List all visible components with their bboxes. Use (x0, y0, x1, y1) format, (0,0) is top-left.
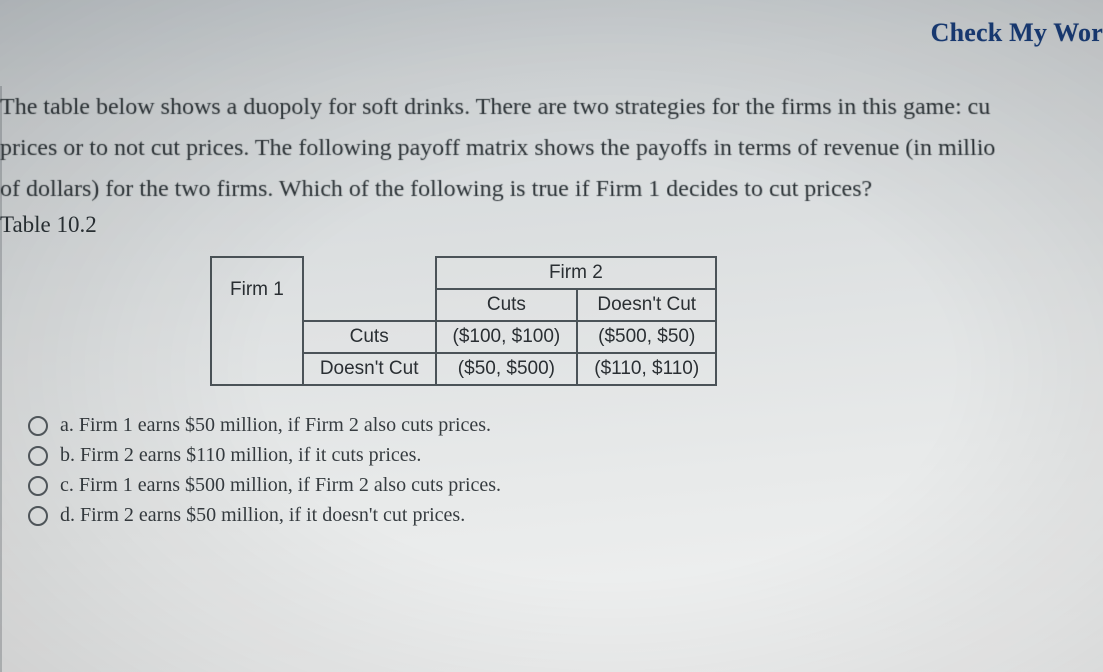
payoff-cuts-cuts: ($100, $100) (436, 321, 578, 353)
payoff-doesntcut-doesntcut: ($110, $110) (577, 353, 716, 385)
question-line-1: The table below shows a duopoly for soft… (0, 90, 1094, 125)
row-strategy-doesnt-cut: Doesn't Cut (303, 353, 436, 385)
question-block: The table below shows a duopoly for soft… (0, 90, 1093, 534)
row-strategy-cuts: Cuts (303, 321, 436, 353)
option-b[interactable]: b. Firm 2 earns $110 million, if it cuts… (28, 444, 1093, 467)
payoff-cuts-doesntcut: ($500, $50) (577, 321, 716, 353)
check-my-work-link[interactable]: Check My Wor (931, 18, 1103, 48)
option-d-label: d. Firm 2 earns $50 million, if it doesn… (60, 504, 465, 527)
answer-options: a. Firm 1 earns $50 million, if Firm 2 a… (28, 414, 1093, 527)
table-caption: Table 10.2 (0, 212, 1093, 238)
option-a-label: a. Firm 1 earns $50 million, if Firm 2 a… (60, 414, 491, 437)
payoff-table: Firm 1 Firm 2 Cuts Doesn't Cut Cuts ($10… (210, 256, 717, 386)
option-c-label: c. Firm 1 earns $500 million, if Firm 2 … (60, 474, 501, 497)
question-line-3: of dollars) for the two firms. Which of … (0, 172, 1094, 207)
radio-icon[interactable] (28, 446, 48, 466)
payoff-doesntcut-cuts: ($50, $500) (436, 353, 578, 385)
radio-icon[interactable] (28, 476, 48, 496)
option-c[interactable]: c. Firm 1 earns $500 million, if Firm 2 … (28, 474, 1093, 497)
question-line-2: prices or to not cut prices. The followi… (0, 131, 1094, 166)
col-strategy-cuts: Cuts (436, 289, 578, 321)
option-d[interactable]: d. Firm 2 earns $50 million, if it doesn… (28, 504, 1093, 527)
radio-icon[interactable] (28, 506, 48, 526)
row-player-spacer (211, 321, 303, 385)
blank-cell (303, 257, 436, 289)
option-b-label: b. Firm 2 earns $110 million, if it cuts… (60, 444, 421, 467)
option-a[interactable]: a. Firm 1 earns $50 million, if Firm 2 a… (28, 414, 1093, 437)
row-player-label: Firm 1 (211, 257, 303, 321)
radio-icon[interactable] (28, 416, 48, 436)
blank-cell (303, 289, 436, 321)
col-player-label: Firm 2 (436, 257, 717, 289)
col-strategy-doesnt-cut: Doesn't Cut (577, 289, 716, 321)
payoff-matrix: Firm 1 Firm 2 Cuts Doesn't Cut Cuts ($10… (210, 256, 1093, 386)
